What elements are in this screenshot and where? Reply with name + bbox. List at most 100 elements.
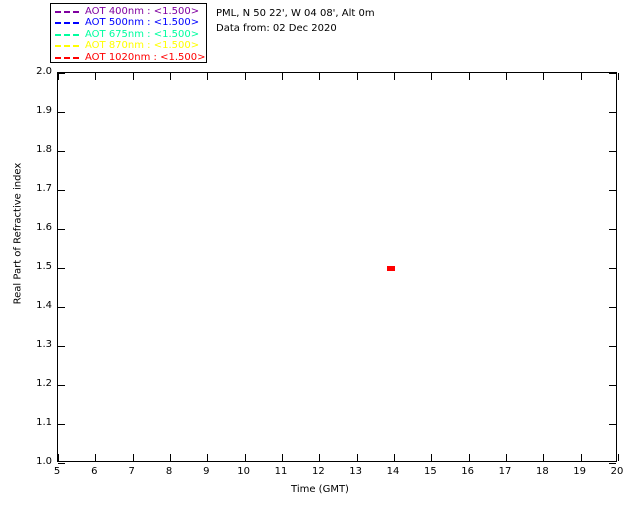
y-axis-tick — [58, 112, 65, 113]
x-axis-tick — [431, 454, 433, 461]
legend-label: AOT 400nm : <1.500> — [85, 6, 200, 17]
legend: AOT 400nm : <1.500> AOT 500nm : <1.500> AO… — [50, 3, 207, 63]
y-axis-tick — [58, 307, 65, 308]
x-axis-tick-label: 20 — [610, 466, 624, 477]
axes-frame — [57, 72, 619, 464]
y-axis-tick-right — [609, 424, 616, 425]
y-axis-tick-label: 1.0 — [36, 456, 52, 467]
x-axis-tick — [170, 454, 171, 461]
x-axis-tick-label: 13 — [349, 466, 363, 477]
y-axis-tick-right — [609, 346, 616, 347]
x-axis-tick-top — [618, 73, 619, 80]
y-axis-tick-label: 1.7 — [36, 183, 52, 194]
y-axis-tick — [58, 346, 65, 347]
y-axis-tick-right — [609, 463, 616, 464]
plot-area — [58, 73, 616, 461]
x-axis-tick-top — [58, 73, 59, 80]
y-axis-tick-right — [609, 73, 616, 74]
x-axis-tick-top — [282, 73, 283, 80]
y-axis-tick-right — [609, 307, 616, 308]
chart-title-date: Data from: 02 Dec 2020 — [216, 23, 337, 34]
x-axis-tick — [132, 454, 134, 461]
x-axis-tick-top — [132, 73, 134, 80]
data-point-marker — [390, 265, 395, 271]
x-axis-tick — [95, 454, 97, 461]
x-axis-tick — [356, 454, 358, 461]
x-axis-tick-label: 9 — [203, 466, 210, 477]
y-axis-title: Real Part of Refractive index — [12, 162, 24, 305]
y-axis-tick-label: 1.5 — [36, 261, 52, 272]
x-axis-tick — [58, 454, 59, 461]
x-axis-tick — [319, 454, 321, 461]
legend-aot-870nm: AOT 870nm : <1.500> — [53, 40, 199, 52]
x-axis-tick-top — [319, 73, 321, 80]
y-axis-tick-label: 2.0 — [36, 66, 52, 77]
y-axis-tick-label: 1.2 — [36, 378, 52, 389]
legend-aot-675nm: AOT 675nm : <1.500> — [53, 29, 199, 41]
legend-label: AOT 1020nm : <1.500> — [85, 51, 206, 63]
x-axis-tick — [618, 454, 619, 461]
legend-label: AOT 675nm : <1.500> — [85, 28, 200, 40]
x-axis-tick — [207, 454, 209, 461]
x-axis-tick-top — [244, 73, 246, 80]
x-axis-tick-top — [207, 73, 209, 80]
x-axis-tick-label: 12 — [311, 466, 325, 477]
y-axis-tick — [58, 190, 65, 191]
x-axis-tick-top — [580, 73, 582, 80]
y-axis-tick-right — [609, 112, 616, 113]
x-axis-tick-label: 15 — [423, 466, 437, 477]
y-axis-tick-label: 1.1 — [36, 417, 52, 428]
legend-line-swatch — [55, 11, 81, 13]
x-axis-tick-top — [543, 73, 545, 80]
x-axis-tick-top — [431, 73, 433, 80]
x-axis-tick-label: 6 — [91, 466, 98, 477]
legend-label: AOT 870nm : <1.500> — [85, 40, 200, 52]
legend-line-swatch — [55, 56, 81, 59]
x-axis-tick — [282, 454, 283, 461]
x-axis-tick-label: 10 — [237, 466, 251, 477]
legend-line-swatch — [55, 22, 81, 25]
y-axis-tick-label: 1.4 — [36, 300, 52, 311]
y-axis-tick — [58, 268, 65, 269]
x-axis-tick-top — [506, 73, 507, 80]
x-axis-tick — [394, 454, 395, 461]
y-axis-tick-label: 1.6 — [36, 222, 52, 233]
y-axis-tick — [58, 424, 65, 425]
y-axis-tick — [58, 385, 65, 386]
y-axis-tick-right — [609, 151, 616, 152]
x-axis-tick-top — [468, 73, 470, 80]
y-axis-tick-right — [609, 190, 616, 191]
legend-label: AOT 500nm : <1.500> — [85, 17, 200, 29]
y-axis-tick — [58, 151, 65, 152]
x-axis-tick-label: 7 — [128, 466, 135, 477]
x-axis-tick-label: 14 — [386, 466, 400, 477]
x-axis-tick — [543, 454, 545, 461]
legend-aot-400nm: AOT 400nm : <1.500> — [53, 6, 199, 18]
marker-glyph — [390, 265, 395, 271]
x-axis-tick — [468, 454, 470, 461]
y-axis-tick — [58, 463, 65, 464]
legend-aot-1020nm: AOT 1020nm : <1.500> — [53, 52, 205, 64]
x-axis-tick — [244, 454, 246, 461]
x-axis-tick-label: 8 — [165, 466, 173, 477]
x-axis-title: Time (GMT) — [291, 484, 349, 495]
y-axis-tick-label: 1.3 — [36, 339, 52, 350]
x-axis-tick-label: 16 — [461, 466, 475, 477]
legend-line-swatch — [55, 33, 81, 36]
y-axis-tick-right — [609, 268, 616, 269]
x-axis-tick-top — [394, 73, 395, 80]
marker-glyph — [386, 265, 392, 271]
chart-title-block: PML, N 50 22', W 04 08', Alt 0m Data fro… — [216, 6, 375, 36]
x-axis-tick-label: 18 — [535, 466, 549, 477]
y-axis-tick-label: 1.8 — [36, 144, 52, 155]
x-axis-tick-top — [170, 73, 171, 80]
x-axis-tick-label: 11 — [274, 466, 288, 477]
x-axis-tick-top — [356, 73, 358, 80]
y-axis-tick-right — [609, 385, 616, 386]
y-axis-tick — [58, 73, 65, 74]
x-axis-tick — [580, 454, 582, 461]
legend-line-swatch — [55, 45, 81, 48]
x-axis-tick — [506, 454, 507, 461]
y-axis-tick-right — [609, 229, 616, 230]
